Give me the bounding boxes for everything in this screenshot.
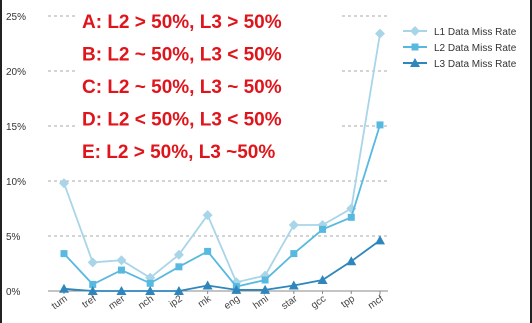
x-tick-label: tum bbox=[50, 293, 70, 312]
data-point bbox=[288, 220, 299, 230]
data-point bbox=[175, 263, 183, 271]
y-tick-label: 15% bbox=[6, 122, 26, 133]
data-point bbox=[116, 286, 127, 295]
data-point bbox=[60, 250, 68, 258]
series-line bbox=[63, 124, 381, 288]
data-point bbox=[376, 121, 384, 129]
x-tick-label: tref bbox=[80, 293, 98, 310]
legend: L1 Data Miss Rate L2 Data Miss Rate L3 Dat… bbox=[403, 26, 517, 70]
data-point bbox=[145, 286, 156, 295]
legend-entry: L3 Data Miss Rate bbox=[434, 59, 517, 70]
x-tick-label: nch bbox=[136, 293, 156, 311]
data-point bbox=[375, 28, 385, 39]
data-point bbox=[202, 210, 213, 221]
series-line bbox=[63, 239, 381, 292]
annotation-line: A: L2 > 50%, L3 > 50% bbox=[82, 12, 282, 33]
y-tick-label: 0% bbox=[6, 287, 21, 298]
data-point bbox=[89, 280, 97, 288]
data-point bbox=[202, 280, 213, 290]
annotation-block: A: L2 > 50%, L3 > 50% B: L2 ~ 50%, L3 < 5… bbox=[78, 8, 340, 176]
data-point bbox=[204, 247, 212, 255]
data-point bbox=[87, 286, 98, 295]
legend-entry: L1 Data Miss Rate bbox=[434, 27, 517, 38]
legend-swatch-marker bbox=[410, 26, 420, 36]
x-tick-label: ip2 bbox=[167, 293, 185, 310]
x-tick-label: tpp bbox=[339, 293, 357, 310]
series-2 bbox=[60, 121, 384, 291]
data-point bbox=[173, 249, 184, 260]
x-tick-label: star bbox=[280, 293, 301, 312]
annotation-background bbox=[78, 8, 340, 176]
x-tick-label: mcf bbox=[366, 293, 386, 311]
y-axis-ticks: 0% 5% 10% 15% 20% 25% bbox=[6, 12, 26, 298]
annotation-line: B: L2 ~ 50%, L3 < 50% bbox=[82, 45, 282, 66]
x-axis: tum tref mer nch ip2 mk eng hmi star gcc tpp mcf bbox=[50, 291, 386, 312]
y-tick-label: 20% bbox=[6, 67, 26, 78]
x-tick-label: mer bbox=[107, 293, 128, 312]
data-point bbox=[290, 250, 298, 258]
data-point bbox=[116, 255, 127, 266]
legend-swatch-marker bbox=[411, 43, 419, 51]
x-tick-label: eng bbox=[222, 293, 242, 312]
x-tick-label: mk bbox=[196, 293, 214, 310]
data-point bbox=[173, 286, 184, 295]
data-point bbox=[87, 257, 98, 268]
legend-swatch-marker bbox=[410, 58, 420, 67]
data-point bbox=[347, 213, 355, 221]
data-point bbox=[231, 284, 242, 294]
data-point bbox=[346, 256, 357, 266]
data-point bbox=[59, 178, 69, 189]
series-1 bbox=[59, 28, 385, 288]
series-line bbox=[63, 33, 381, 284]
data-point bbox=[117, 266, 125, 274]
series-3 bbox=[59, 235, 385, 295]
data-point bbox=[319, 225, 327, 233]
annotation-line: E: L2 > 50%, L3 ~50% bbox=[82, 142, 275, 163]
y-tick-label: 25% bbox=[6, 12, 26, 23]
data-point bbox=[288, 280, 299, 290]
data-point bbox=[146, 279, 154, 287]
x-tick-label: hmi bbox=[251, 293, 271, 311]
data-point bbox=[317, 275, 328, 284]
y-tick-label: 5% bbox=[6, 232, 21, 243]
data-point bbox=[59, 283, 69, 293]
data-point bbox=[261, 276, 269, 284]
series-group bbox=[59, 28, 385, 295]
annotation-line: C: L2 ~ 50%, L3 ~ 50% bbox=[82, 77, 282, 98]
legend-entry: L2 Data Miss Rate bbox=[434, 43, 517, 54]
annotation-line: D: L2 < 50%, L3 < 50% bbox=[82, 110, 282, 131]
data-point bbox=[260, 284, 271, 294]
data-point bbox=[375, 235, 385, 245]
y-tick-label: 10% bbox=[6, 177, 26, 188]
x-tick-label: gcc bbox=[309, 293, 328, 311]
